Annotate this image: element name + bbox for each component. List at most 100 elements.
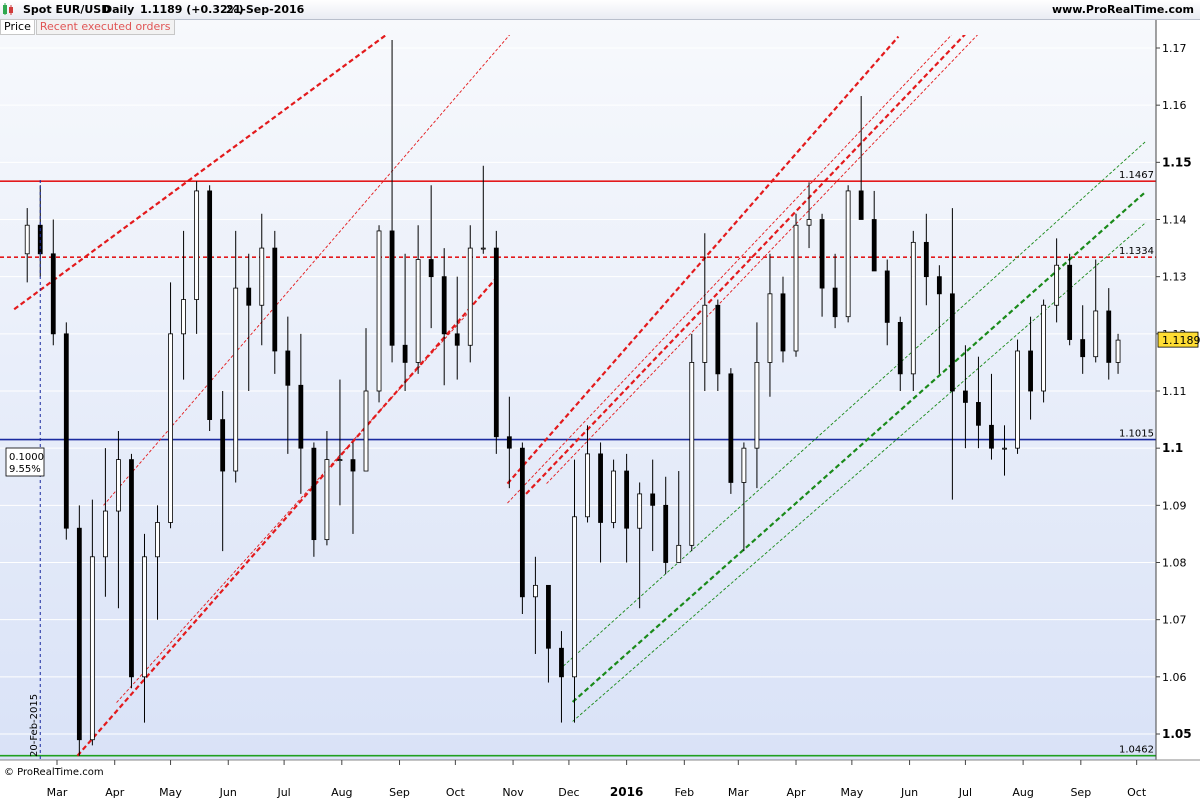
candle	[624, 453, 630, 563]
x-tick-label: Sep	[1070, 786, 1091, 799]
y-tick-label: 1.09	[1162, 499, 1187, 512]
candle	[910, 230, 916, 391]
candle	[259, 213, 265, 346]
x-tick-label: Nov	[502, 786, 524, 799]
candle-body	[102, 510, 108, 558]
orders-legend-tag[interactable]: Recent executed orders	[35, 19, 175, 35]
trend-line	[507, 35, 953, 504]
candle-body	[76, 527, 82, 741]
candle	[976, 356, 981, 449]
x-tick-label: Apr	[105, 786, 125, 799]
candle	[871, 190, 877, 272]
candle-body	[50, 253, 56, 335]
candle	[585, 425, 590, 523]
candle	[832, 253, 838, 329]
vertical-marker-label: 20-Feb-2015	[29, 694, 40, 757]
x-tick-label: Oct	[446, 786, 466, 799]
x-axis-background	[0, 760, 1200, 800]
candle	[923, 213, 929, 306]
candle-body	[181, 299, 186, 335]
candle	[1054, 238, 1060, 323]
candle-body	[559, 647, 564, 678]
candle-body	[220, 419, 226, 472]
last-price-value: 1.1189	[1162, 334, 1200, 347]
candle	[63, 322, 69, 540]
candle	[220, 391, 226, 552]
trend-lines	[13, 35, 1147, 757]
plot-background	[0, 19, 1156, 760]
candle	[415, 225, 421, 374]
candle-body	[116, 459, 121, 512]
candle-body	[676, 544, 682, 563]
y-tick-label: 1.16	[1162, 99, 1187, 112]
candle	[102, 448, 108, 597]
candle-body	[884, 270, 890, 323]
candle-body	[1002, 447, 1007, 450]
candle	[949, 208, 955, 500]
x-tick-label: May	[159, 786, 182, 799]
candle	[1106, 288, 1112, 380]
candle-body	[780, 293, 786, 352]
x-tick-label: Mar	[728, 786, 749, 799]
candle-body	[871, 219, 877, 272]
candle-body	[949, 293, 955, 392]
candle-body	[1028, 350, 1033, 392]
x-tick-label: Apr	[786, 786, 806, 799]
candle-body	[533, 584, 538, 598]
trend-line	[103, 35, 511, 506]
candle-body	[585, 453, 590, 518]
candle	[1015, 339, 1020, 454]
candle	[324, 431, 330, 546]
candle	[715, 299, 721, 391]
candle-body	[1067, 264, 1073, 340]
candles	[24, 39, 1121, 756]
candle	[963, 345, 968, 449]
candle	[1067, 253, 1073, 346]
candle-body	[741, 447, 747, 483]
measure-percent: 9.55%	[9, 464, 41, 475]
site-link[interactable]: www.ProRealTime.com	[1051, 3, 1194, 16]
candle-body	[936, 276, 942, 295]
candle	[506, 396, 512, 489]
candle-body	[546, 584, 551, 649]
y-tick-label: 1.17	[1162, 42, 1187, 55]
candle-body	[702, 304, 708, 363]
candle-body	[1080, 339, 1086, 358]
level-label: 1.1334	[1119, 246, 1154, 257]
candle-body	[207, 190, 213, 420]
candle	[194, 181, 200, 334]
candle-body	[142, 556, 147, 678]
candle	[116, 431, 121, 609]
candle	[989, 373, 994, 460]
x-tick-label: Aug	[1012, 786, 1033, 799]
trend-line	[546, 35, 979, 484]
chart-header: Spot EUR/USD Daily 1.1189 (+0.32%) 21-Se…	[0, 0, 1200, 20]
candle	[389, 39, 395, 363]
x-tick-label: Aug	[331, 786, 352, 799]
price-legend-tag[interactable]: Price	[0, 19, 35, 35]
candle-body	[637, 493, 643, 529]
x-tick-label: Jun	[900, 786, 918, 799]
candle	[155, 505, 160, 620]
candle	[24, 208, 30, 283]
candle	[936, 265, 942, 374]
candle-body	[728, 373, 734, 483]
candle	[233, 230, 239, 483]
candle-body	[428, 259, 434, 278]
candle	[285, 316, 291, 454]
x-axis: Mar Apr May Jun Jul Aug Sep Oct Nov Dec 2016 Feb Mar…	[47, 760, 1147, 799]
candle-body	[89, 556, 95, 741]
y-tick-label: 1.13	[1162, 271, 1187, 284]
candle	[533, 556, 538, 654]
x-tick-label: Mar	[47, 786, 68, 799]
candle	[311, 442, 317, 557]
candle-body	[480, 247, 486, 250]
candle-body	[1015, 350, 1020, 449]
candle-body	[168, 333, 173, 523]
x-tick-label: Oct	[1127, 786, 1147, 799]
candle	[741, 442, 747, 552]
candle	[480, 165, 486, 254]
candle	[728, 368, 734, 494]
candle	[363, 328, 369, 472]
